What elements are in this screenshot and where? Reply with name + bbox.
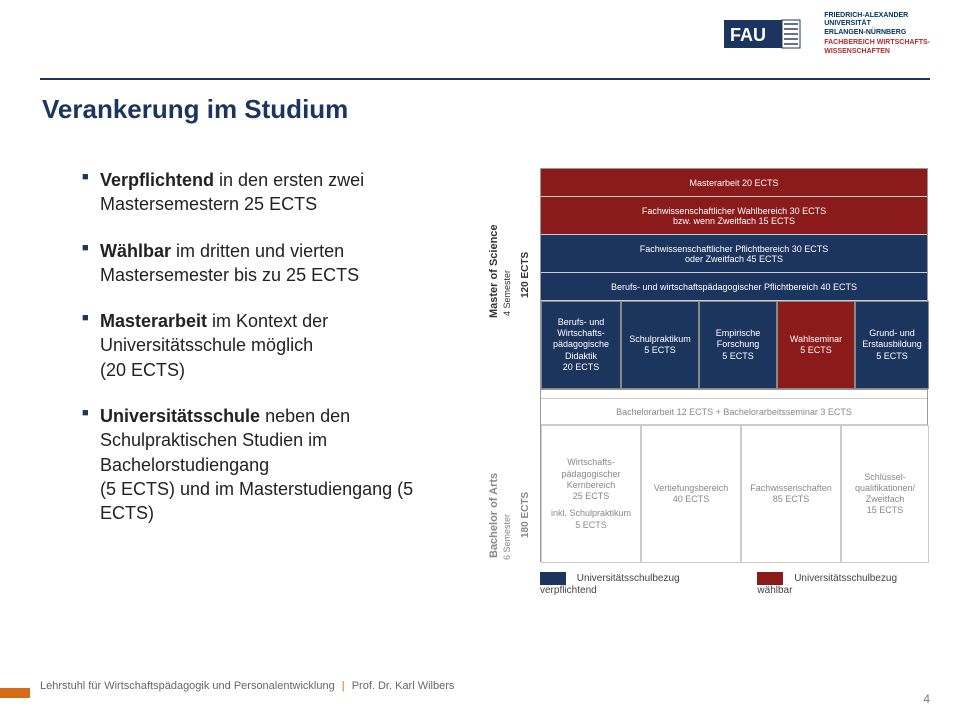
footer-author: Prof. Dr. Karl Wilbers xyxy=(352,680,455,692)
msc-title: Master of Science xyxy=(488,224,500,318)
bullet-list: Verpflichtend in den ersten zwei Masters… xyxy=(42,168,472,548)
cell-kernbereich-ects: 25 ECTS xyxy=(573,491,610,502)
cell-fachwissenschaften-title: Fachwissenschaften xyxy=(750,483,832,494)
row-pflichtbereich-bwp-text: Berufs- und wirtschaftspädagogischer Pfl… xyxy=(611,282,857,292)
bsc-title: Bachelor of Arts xyxy=(488,473,500,558)
cell-schluessel-title: Schlüssel-qualifikationen/ Zweitfach xyxy=(847,472,923,506)
cell-wahlseminar-title: Wahlseminar xyxy=(790,334,842,345)
row-wahlbereich-text: Fachwissenschaftlicher Wahlbereich 30 EC… xyxy=(642,206,826,226)
cell-empirische-forschung: Empirische Forschung 5 ECTS xyxy=(699,301,777,389)
cell-kernbereich-title: Wirtschafts-pädagogischer Kernbereich xyxy=(547,457,635,491)
footer-orange-tab xyxy=(0,688,30,698)
cell-wahlseminar: Wahlseminar 5 ECTS xyxy=(777,301,855,389)
cell-erstausbildung-ects: 5 ECTS xyxy=(876,351,908,362)
diagram-legend: Universitätsschulbezug verpflichtend Uni… xyxy=(540,572,928,596)
legend-swatch-navy xyxy=(540,572,566,585)
cell-vertiefung-title: Vertiefungsbereich xyxy=(654,483,729,494)
bullet-1: Verpflichtend in den ersten zwei Masters… xyxy=(82,168,472,217)
cell-vertiefung: Vertiefungsbereich 40 ECTS xyxy=(641,425,741,563)
bsc-ects: 180 ECTS xyxy=(520,492,531,538)
cell-wahlseminar-ects: 5 ECTS xyxy=(800,345,832,356)
fau-logo-mark: FAU xyxy=(724,14,816,54)
row-masterarbeit: Masterarbeit 20 ECTS xyxy=(541,169,927,197)
header-rule xyxy=(40,78,930,80)
cell-didaktik: Berufs- und Wirtschafts-pädagogische Did… xyxy=(541,301,621,389)
svg-text:FAU: FAU xyxy=(730,25,766,45)
uni-line-3: ERLANGEN-NÜRNBERG xyxy=(824,29,930,37)
diagram-grid: Masterarbeit 20 ECTS Fachwissenschaftlic… xyxy=(540,168,928,562)
cell-schulpraktikum-ects: 5 ECTS xyxy=(644,345,676,356)
row-bachelorarbeit: Bachelorarbeit 12 ECTS + Bachelorarbeits… xyxy=(541,399,927,425)
cell-vertiefung-ects: 40 ECTS xyxy=(673,494,710,505)
cell-erstausbildung-title: Grund- und Erstausbildung xyxy=(861,328,923,351)
cell-erstausbildung: Grund- und Erstausbildung 5 ECTS xyxy=(855,301,929,389)
bullet-2: Wählbar im dritten und vierten Mastersem… xyxy=(82,239,472,288)
cell-fachwissenschaften: Fachwissenschaften 85 ECTS xyxy=(741,425,841,563)
slide-header: FAU FRIEDRICH-ALEXANDER UNIVERSITÄT ERLA… xyxy=(724,12,930,56)
fau-logo: FAU FRIEDRICH-ALEXANDER UNIVERSITÄT ERLA… xyxy=(724,12,930,56)
row-wahlbereich: Fachwissenschaftlicher Wahlbereich 30 EC… xyxy=(541,197,927,235)
footer-text: Lehrstuhl für Wirtschaftspädagogik und P… xyxy=(40,680,930,692)
cell-kernbereich-extra-ects: 5 ECTS xyxy=(575,520,607,531)
row-masterarbeit-text: Masterarbeit 20 ECTS xyxy=(689,178,778,188)
cell-schulpraktikum: Schulpraktikum 5 ECTS xyxy=(621,301,699,389)
cell-forschung-ects: 5 ECTS xyxy=(722,351,754,362)
cell-didaktik-title: Berufs- und Wirtschafts-pädagogische Did… xyxy=(547,317,615,362)
footer-chair: Lehrstuhl für Wirtschaftspädagogik und P… xyxy=(40,680,335,692)
cell-schulpraktikum-title: Schulpraktikum xyxy=(629,334,691,345)
row-pflichtbereich-fach: Fachwissenschaftlicher Pflichtbereich 30… xyxy=(541,235,927,273)
faculty-line-1: FACHBEREICH WIRTSCHAFTS- xyxy=(824,39,930,46)
cell-didaktik-ects: 20 ECTS xyxy=(563,362,600,373)
legend-optional: Universitätsschulbezug wählbar xyxy=(757,572,928,596)
row-pflichtbereich-fach-text: Fachwissenschaftlicher Pflichtbereich 30… xyxy=(640,244,829,264)
legend-swatch-maroon xyxy=(757,572,783,585)
uni-line-2: UNIVERSITÄT xyxy=(824,20,930,28)
cell-schluessel: Schlüssel-qualifikationen/ Zweitfach 15 … xyxy=(841,425,929,563)
cell-fachwissenschaften-ects: 85 ECTS xyxy=(773,494,810,505)
msc-ects: 120 ECTS xyxy=(520,252,531,298)
cell-kernbereich-extra: inkl. Schulpraktikum xyxy=(551,508,631,519)
side-labels: Master of Science 4 Semester 120 ECTS Ba… xyxy=(486,168,540,562)
row-bachelorarbeit-text: Bachelorarbeit 12 ECTS + Bachelorarbeits… xyxy=(616,407,852,417)
curriculum-diagram: Master of Science 4 Semester 120 ECTS Ba… xyxy=(486,168,940,608)
bullet-4: Universitätsschule neben den Schulprakti… xyxy=(82,404,472,525)
page-number: 4 xyxy=(923,692,930,706)
row-pflichtbereich-bwp: Berufs- und wirtschaftspädagogischer Pfl… xyxy=(541,273,927,301)
cell-schluessel-ects: 15 ECTS xyxy=(867,505,904,516)
bsc-subtitle: 6 Semester xyxy=(502,514,512,560)
legend-mandatory: Universitätsschulbezug verpflichtend xyxy=(540,572,731,596)
cell-forschung-title: Empirische Forschung xyxy=(705,328,771,351)
university-name: FRIEDRICH-ALEXANDER UNIVERSITÄT ERLANGEN… xyxy=(824,12,930,56)
slide-title: Verankerung im Studium xyxy=(42,94,348,125)
msc-subtitle: 4 Semester xyxy=(502,270,512,316)
faculty-line-2: WISSENSCHAFTEN xyxy=(824,48,890,55)
slide-footer: Lehrstuhl für Wirtschaftspädagogik und P… xyxy=(40,680,930,706)
cell-kernbereich: Wirtschafts-pädagogischer Kernbereich 25… xyxy=(541,425,641,563)
bullet-3: Masterarbeit im Kontext der Universitäts… xyxy=(82,309,472,382)
